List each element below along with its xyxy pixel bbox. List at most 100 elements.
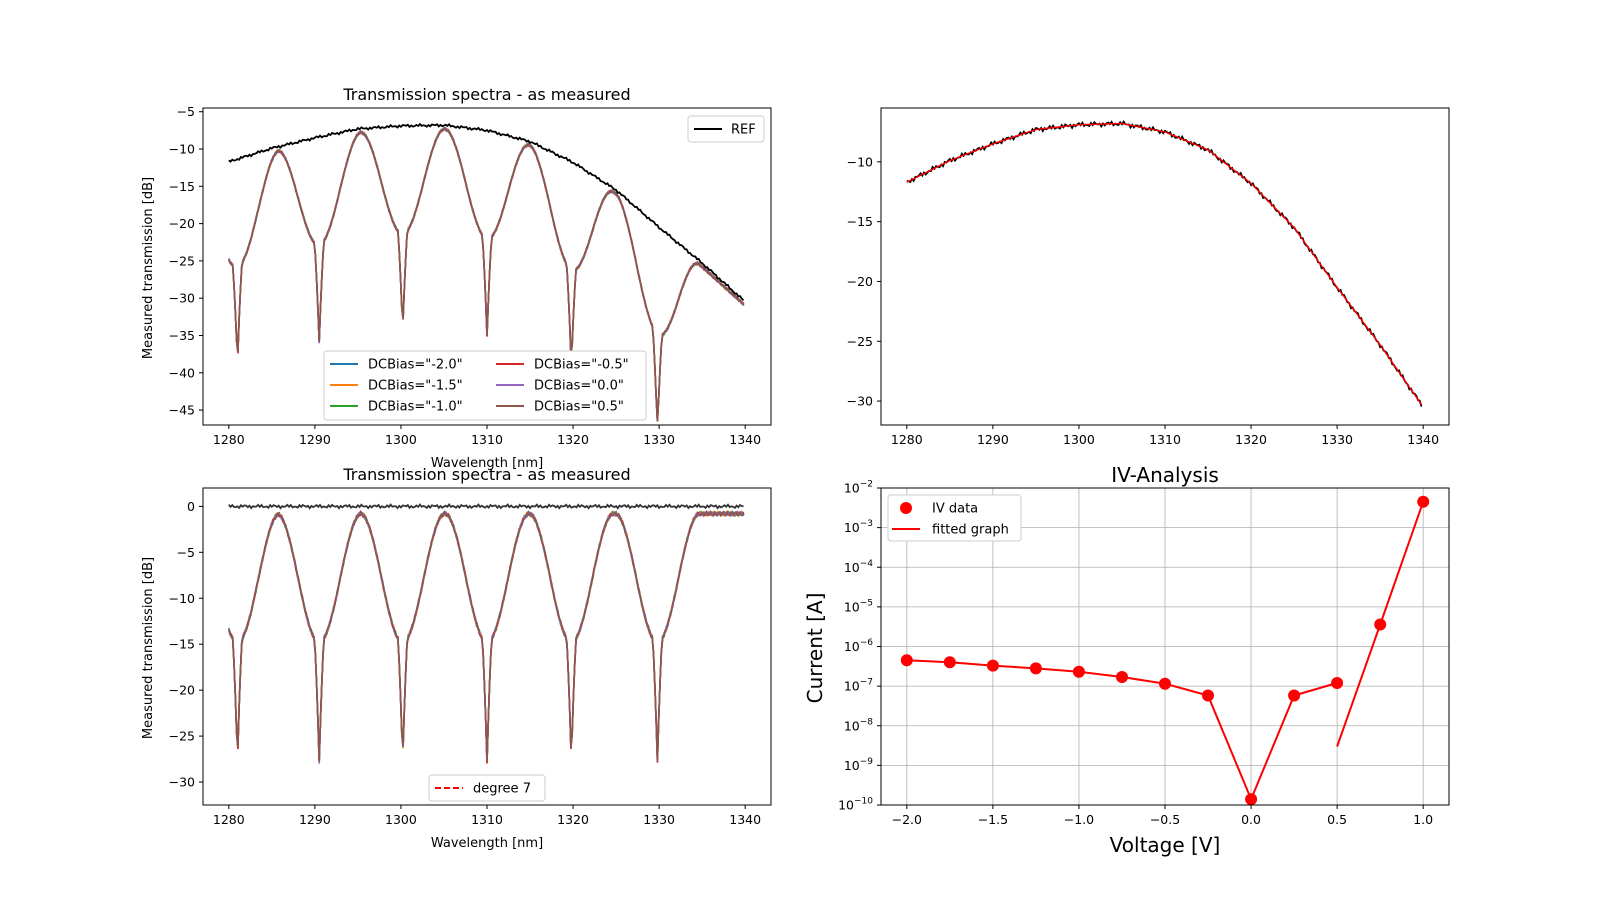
y-tick-label: −15 bbox=[169, 637, 195, 652]
y-tick-label: −35 bbox=[169, 328, 195, 343]
y-tick-label: 10−7 bbox=[844, 678, 873, 694]
iv-data-point bbox=[1159, 677, 1171, 690]
x-tick-label: 1290 bbox=[977, 432, 1009, 447]
axis-ticks: 10−10 10−9 10−8 10−7 10−6 10−5 10−4 10−3 10−2 −2.… bbox=[838, 480, 1433, 828]
legend-degree: degree 7 bbox=[428, 774, 546, 802]
x-tick-label: 1.0 bbox=[1413, 812, 1433, 827]
legend-label: DCBias="0.5" bbox=[534, 400, 624, 415]
iv-data-point bbox=[1029, 662, 1042, 675]
legend-box bbox=[687, 115, 765, 143]
y-tick-label: 10−6 bbox=[844, 638, 873, 654]
axis-ticks: 1280 1290 1300 1310 1320 1330 1340 −45 −40 −35 −30… bbox=[169, 104, 762, 447]
series-line bbox=[228, 509, 745, 763]
plot-lines bbox=[900, 495, 1430, 806]
x-tick-label: 1310 bbox=[471, 812, 503, 827]
plot-transmission-normalized: Transmission spectra - as measured Wavel… bbox=[141, 465, 772, 851]
y-tick-label: −45 bbox=[169, 403, 195, 418]
y-tick-label: −15 bbox=[169, 179, 195, 194]
y-tick-label: −30 bbox=[169, 291, 195, 306]
x-tick-label: 1290 bbox=[299, 432, 331, 447]
y-tick-label: −5 bbox=[177, 104, 195, 119]
plot-reference-fit: 1280 1290 1300 1310 1320 1330 1340 −30 −25 −20 −15… bbox=[847, 107, 1450, 447]
y-axis-label: Measured transmission [dB] bbox=[141, 557, 156, 739]
iv-data-point bbox=[1417, 495, 1430, 508]
plot-lines bbox=[228, 122, 745, 422]
fit-line bbox=[906, 122, 1423, 406]
axis-ticks: 1280 1290 1300 1310 1320 1330 1340 −30 −25 −20 −15… bbox=[847, 154, 1440, 447]
x-tick-label: 1310 bbox=[1149, 432, 1181, 447]
y-axis-label: Measured transmission [dB] bbox=[141, 177, 156, 359]
y-tick-label: −25 bbox=[169, 253, 195, 268]
x-tick-label: 1340 bbox=[1407, 432, 1439, 447]
iv-data-point bbox=[1288, 689, 1301, 702]
y-tick-label: −25 bbox=[169, 729, 195, 744]
x-tick-label: 1280 bbox=[213, 432, 245, 447]
iv-data-point bbox=[1374, 618, 1387, 631]
iv-data-point bbox=[900, 654, 913, 667]
axis-ticks: 1280 1290 1300 1310 1320 1330 1340 −30 −25 −20 −15… bbox=[169, 499, 762, 827]
x-tick-label: 1300 bbox=[385, 812, 417, 827]
x-tick-label: 1330 bbox=[643, 432, 675, 447]
iv-data-point bbox=[1331, 677, 1344, 689]
legend-dcbias: DCBias="-2.0" DCBias="-1.5" DCBias="-1.0… bbox=[323, 350, 647, 421]
plot-lines bbox=[228, 502, 745, 764]
x-tick-label: 1330 bbox=[1321, 432, 1353, 447]
legend-label: DCBias="-1.5" bbox=[368, 379, 463, 394]
x-tick-label: 1300 bbox=[385, 432, 417, 447]
y-tick-label: 10−8 bbox=[844, 717, 873, 733]
x-tick-label: 1280 bbox=[213, 812, 245, 827]
y-tick-label: 10−4 bbox=[844, 559, 873, 575]
x-tick-label: 1340 bbox=[729, 812, 761, 827]
x-tick-label: −2.0 bbox=[892, 812, 922, 827]
legend-ref: REF bbox=[687, 115, 765, 143]
legend-box bbox=[323, 350, 647, 421]
y-tick-label: 10−10 bbox=[838, 797, 873, 813]
series-line bbox=[228, 126, 744, 422]
x-axis-label: Voltage [V] bbox=[1110, 833, 1221, 857]
legend-label: IV data bbox=[932, 502, 978, 517]
y-tick-label: −20 bbox=[847, 274, 873, 289]
iv-data-point bbox=[1072, 665, 1085, 678]
measured-line bbox=[906, 120, 1423, 407]
x-tick-label: 1310 bbox=[471, 432, 503, 447]
y-tick-label: 10−9 bbox=[844, 757, 873, 773]
y-tick-label: 10−3 bbox=[844, 519, 873, 535]
axes-frame bbox=[880, 107, 1450, 426]
iv-data-point bbox=[943, 656, 956, 669]
y-tick-label: −20 bbox=[169, 683, 195, 698]
y-tick-label: −10 bbox=[169, 142, 195, 157]
x-tick-label: 1300 bbox=[1063, 432, 1095, 447]
x-tick-label: 1320 bbox=[557, 812, 589, 827]
y-tick-label: −25 bbox=[847, 334, 873, 349]
iv-data-point bbox=[986, 659, 999, 672]
legend-box bbox=[428, 774, 546, 802]
legend-label: DCBias="-1.0" bbox=[368, 400, 463, 415]
ref-line bbox=[228, 122, 745, 301]
x-tick-label: −0.5 bbox=[1150, 812, 1180, 827]
legend-label-ref: REF bbox=[731, 123, 756, 138]
legend-iv: IV data fitted graph bbox=[887, 494, 1022, 542]
plot-lines bbox=[906, 120, 1423, 407]
plot-title: IV-Analysis bbox=[1111, 463, 1219, 487]
iv-data-point bbox=[1202, 689, 1214, 702]
iv-data-point bbox=[1245, 793, 1258, 806]
x-tick-label: 0.5 bbox=[1327, 812, 1347, 827]
legend-label: DCBias="0.0" bbox=[534, 379, 624, 394]
x-tick-label: 1280 bbox=[891, 432, 923, 447]
legend-label: degree 7 bbox=[473, 782, 531, 797]
y-axis-label: Current [A] bbox=[803, 593, 827, 704]
x-tick-label: 1340 bbox=[729, 432, 761, 447]
y-tick-label: 0 bbox=[187, 499, 195, 514]
legend-label: fitted graph bbox=[932, 523, 1009, 538]
plot-iv-analysis: IV-Analysis Voltage [V] Current [A] 10−1… bbox=[803, 463, 1450, 857]
y-tick-label: −15 bbox=[847, 214, 873, 229]
y-tick-label: −5 bbox=[177, 545, 195, 560]
x-tick-label: 1290 bbox=[299, 812, 331, 827]
legend-swatch-points bbox=[900, 502, 912, 514]
plot-transmission-raw: Transmission spectra - as measured Wavel… bbox=[141, 85, 772, 471]
y-tick-label: −10 bbox=[169, 591, 195, 606]
plot-title: Transmission spectra - as measured bbox=[342, 85, 630, 104]
x-axis-label: Wavelength [nm] bbox=[431, 456, 543, 471]
iv-data-point bbox=[1116, 671, 1128, 683]
